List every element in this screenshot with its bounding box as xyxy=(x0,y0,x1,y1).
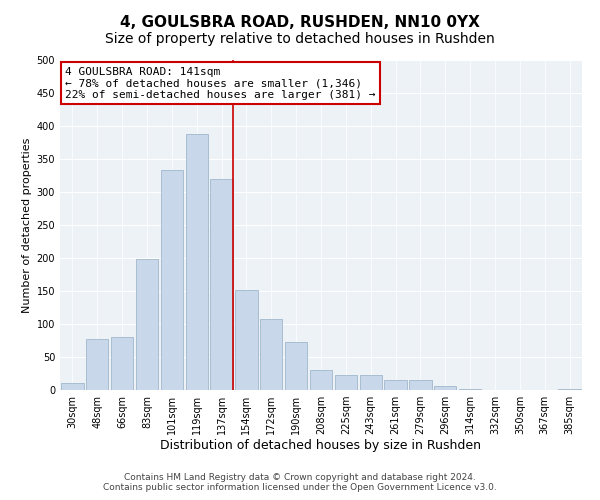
Bar xyxy=(61,384,83,390)
Bar xyxy=(285,342,307,390)
Y-axis label: Number of detached properties: Number of detached properties xyxy=(22,138,32,312)
Bar xyxy=(260,318,283,390)
Bar xyxy=(136,260,158,390)
Bar xyxy=(335,376,357,390)
Text: 4, GOULSBRA ROAD, RUSHDEN, NN10 0YX: 4, GOULSBRA ROAD, RUSHDEN, NN10 0YX xyxy=(120,15,480,30)
Bar xyxy=(359,376,382,390)
Bar xyxy=(459,388,481,390)
Bar xyxy=(310,370,332,390)
X-axis label: Distribution of detached houses by size in Rushden: Distribution of detached houses by size … xyxy=(161,438,482,452)
Bar xyxy=(185,134,208,390)
Bar xyxy=(235,290,257,390)
Bar xyxy=(559,388,581,390)
Bar xyxy=(161,170,183,390)
Text: Contains HM Land Registry data © Crown copyright and database right 2024.
Contai: Contains HM Land Registry data © Crown c… xyxy=(103,473,497,492)
Bar xyxy=(111,337,133,390)
Text: Size of property relative to detached houses in Rushden: Size of property relative to detached ho… xyxy=(105,32,495,46)
Bar xyxy=(211,179,233,390)
Bar xyxy=(385,380,407,390)
Bar xyxy=(434,386,457,390)
Text: 4 GOULSBRA ROAD: 141sqm
← 78% of detached houses are smaller (1,346)
22% of semi: 4 GOULSBRA ROAD: 141sqm ← 78% of detache… xyxy=(65,66,376,100)
Bar xyxy=(409,380,431,390)
Bar xyxy=(86,338,109,390)
